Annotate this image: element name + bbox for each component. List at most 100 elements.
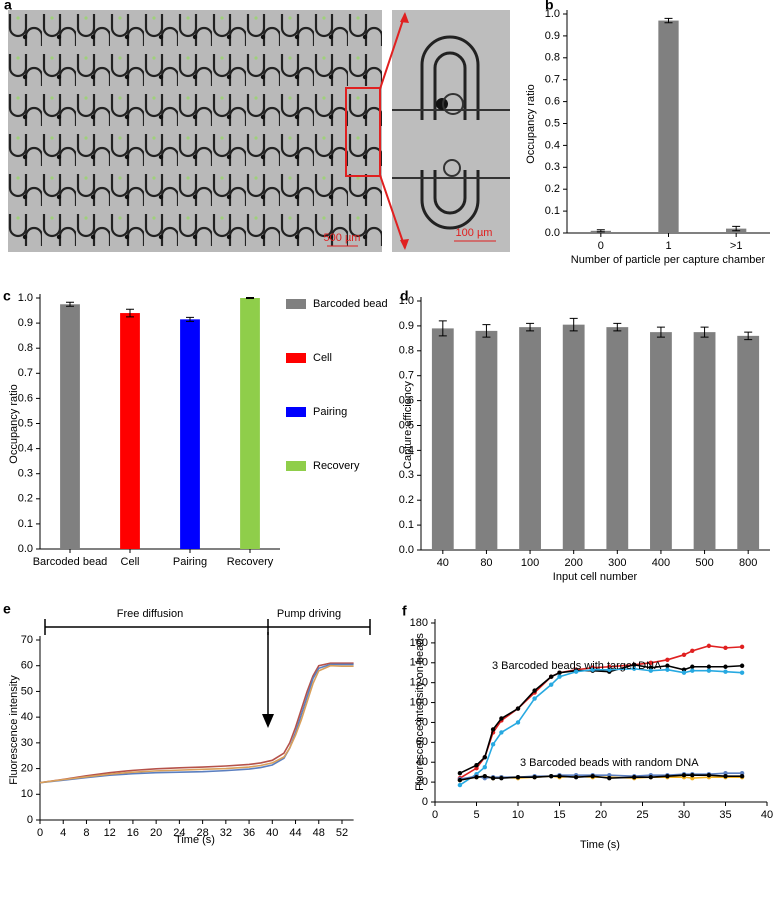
- error-bar: [246, 296, 254, 300]
- y-tick-label: 0.0: [545, 227, 560, 239]
- x-tick-label: 5: [473, 809, 479, 821]
- error-bar: [186, 316, 194, 322]
- annotation: 3 Barcoded beads with random DNA: [520, 757, 699, 769]
- legend-label: Cell: [313, 352, 332, 364]
- arrow-head: [262, 714, 274, 728]
- trap: [442, 93, 464, 115]
- point: [739, 773, 745, 779]
- point: [457, 777, 463, 783]
- y-tick-label: 0: [27, 814, 33, 826]
- point: [490, 742, 496, 747]
- bar: [240, 298, 260, 549]
- point: [549, 674, 554, 679]
- y-tick-label: 40: [21, 711, 33, 723]
- point: [648, 668, 653, 673]
- x-tick-label: 20: [595, 809, 607, 821]
- y-tick-label: 0.9: [18, 317, 33, 329]
- bar: [693, 332, 716, 550]
- x-tick-label: Cell: [121, 556, 140, 568]
- y-tick-label: 0.0: [399, 544, 414, 556]
- point: [549, 773, 554, 779]
- point: [690, 668, 695, 673]
- y-tick-label: 180: [410, 617, 428, 629]
- x-tick-label: 500: [695, 557, 713, 569]
- y-tick-label: 1.0: [545, 8, 560, 20]
- y-tick-label: 0.8: [399, 345, 414, 357]
- point: [723, 645, 728, 651]
- point: [549, 682, 554, 687]
- y-tick-label: 20: [416, 776, 428, 788]
- x-tick-label: Barcoded bead: [33, 556, 108, 568]
- y-axis-label: Occupancy ratio: [8, 384, 20, 463]
- y-tick-label: 0.5: [545, 117, 560, 129]
- x-tick-label: 12: [104, 827, 116, 839]
- x-tick-label: 100: [521, 557, 539, 569]
- point: [532, 688, 537, 693]
- point: [739, 670, 745, 675]
- x-axis-label: Time (s): [580, 839, 620, 851]
- x-tick-label: 30: [678, 809, 690, 821]
- bar: [650, 332, 672, 550]
- point: [557, 773, 562, 779]
- x-tick-label: 32: [220, 827, 232, 839]
- error-bar: [569, 317, 578, 332]
- panel-label: f: [402, 603, 407, 619]
- x-tick-label: 200: [565, 557, 583, 569]
- x-tick-label: 1: [665, 240, 671, 252]
- x-tick-label: 44: [289, 827, 301, 839]
- point: [573, 669, 579, 674]
- point: [665, 657, 670, 662]
- point: [515, 774, 521, 780]
- annotation: 3 Barcoded beads with target DNA: [492, 660, 662, 672]
- x-tick-label: 300: [608, 557, 626, 569]
- point: [681, 772, 687, 778]
- y-tick-label: 0.4: [545, 139, 560, 151]
- bar: [431, 328, 454, 550]
- point: [457, 770, 463, 776]
- x-tick-label: 15: [553, 809, 565, 821]
- error-bar: [700, 326, 709, 338]
- error-bar: [482, 324, 491, 338]
- y-tick-label: 0.6: [399, 395, 414, 407]
- point: [723, 669, 728, 674]
- point: [648, 774, 653, 780]
- y-tick-label: 70: [21, 634, 33, 646]
- point: [590, 773, 595, 779]
- x-tick-label: 40: [437, 557, 449, 569]
- y-tick-label: 1.0: [399, 295, 414, 307]
- y-tick-label: 0.6: [545, 96, 560, 108]
- error-bar: [526, 322, 535, 332]
- bar: [120, 313, 140, 549]
- error-bar: [596, 229, 605, 233]
- y-tick-label: 0.9: [399, 320, 414, 332]
- point: [499, 716, 504, 721]
- x-tick-label: 4: [60, 827, 66, 839]
- point: [490, 775, 496, 781]
- y-tick-label: 0.3: [399, 469, 414, 481]
- y-tick-label: 80: [416, 716, 428, 728]
- x-tick-label: >1: [730, 240, 743, 252]
- point: [706, 668, 712, 673]
- x-tick-label: 28: [196, 827, 208, 839]
- point: [490, 727, 496, 732]
- y-tick-label: 0.8: [18, 342, 33, 354]
- x-tick-label: 800: [739, 557, 757, 569]
- bracket: [44, 619, 371, 635]
- y-tick-label: 0.8: [545, 52, 560, 64]
- point: [474, 763, 479, 768]
- point: [557, 674, 562, 679]
- point: [690, 648, 695, 654]
- legend-swatch: [286, 353, 306, 363]
- point: [474, 774, 479, 780]
- y-tick-label: 40: [416, 756, 428, 768]
- point: [706, 664, 712, 669]
- point: [690, 772, 695, 778]
- point: [632, 662, 637, 667]
- point: [706, 643, 712, 649]
- bar: [606, 327, 629, 550]
- point: [739, 663, 745, 668]
- y-tick-label: 100: [410, 696, 428, 708]
- x-tick-label: 36: [243, 827, 255, 839]
- legend-swatch: [286, 299, 306, 309]
- point: [723, 773, 728, 779]
